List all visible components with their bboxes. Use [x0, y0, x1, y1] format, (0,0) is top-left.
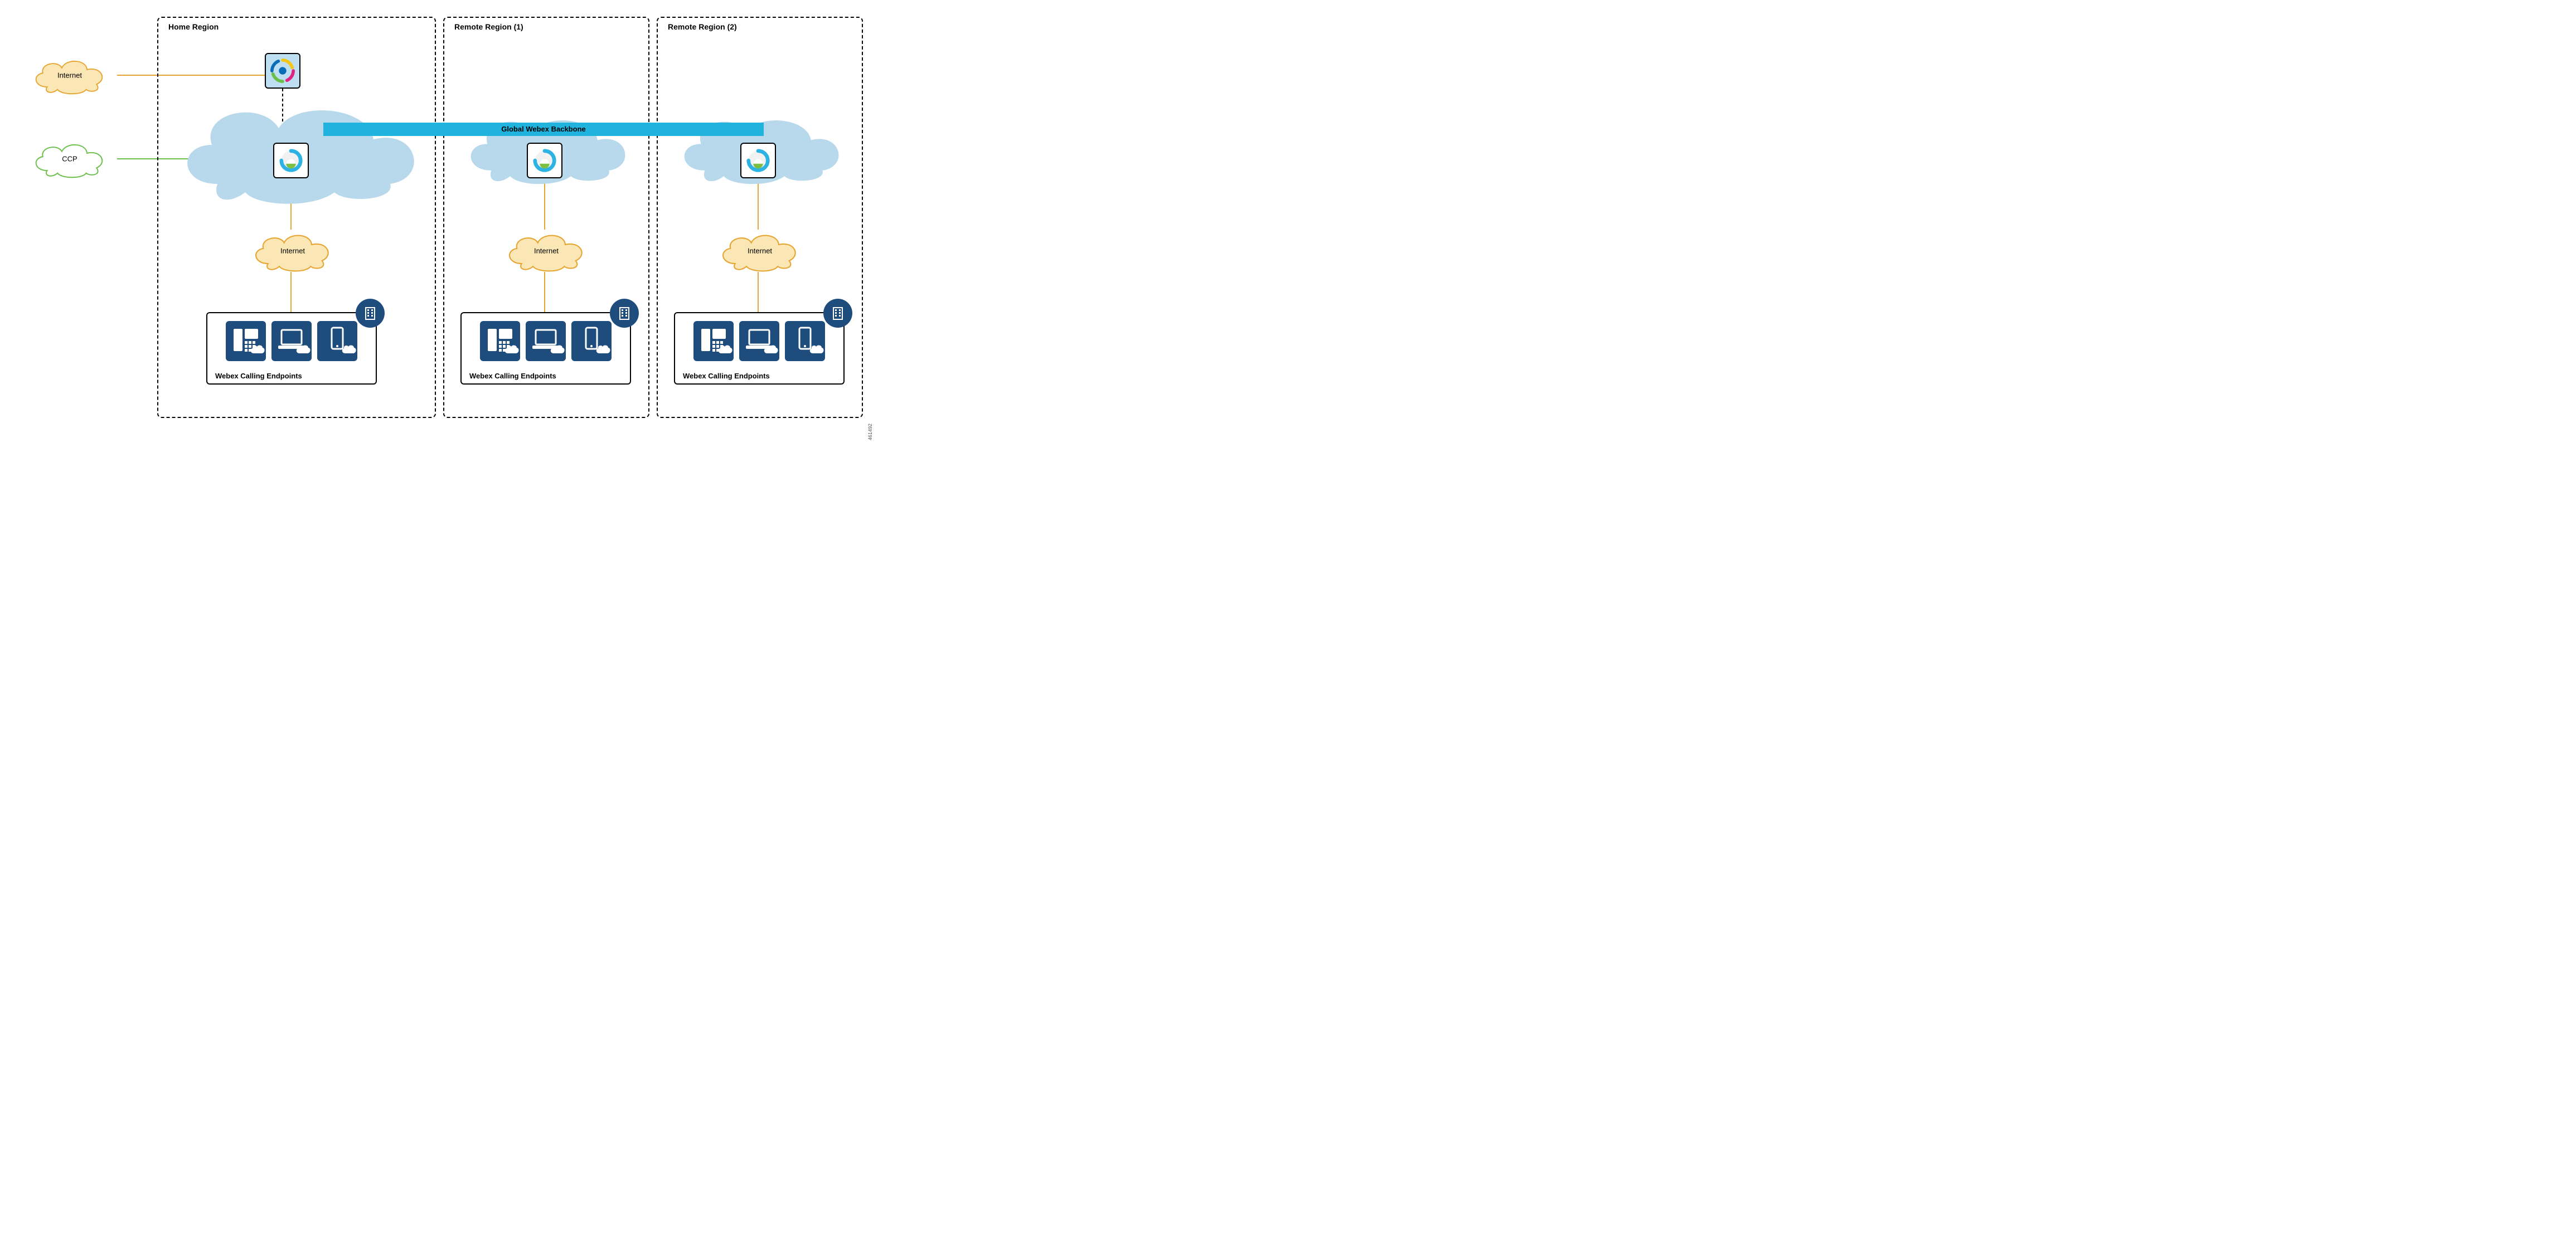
- mobile-icon: [317, 321, 357, 361]
- internet-cloud-home: Internet: [245, 228, 340, 273]
- endpoint-group-title: Webex Calling Endpoints: [469, 372, 556, 380]
- region-home-title: Home Region: [168, 22, 219, 31]
- laptop-icon: [526, 321, 566, 361]
- global-backbone-label: Global Webex Backbone: [501, 125, 585, 133]
- deskphone-icon: [226, 321, 266, 361]
- control-hub-node: [265, 53, 300, 89]
- mobile-icon: [571, 321, 612, 361]
- ccp-cloud: CCP: [22, 139, 117, 178]
- region-remote-2-title: Remote Region (2): [668, 22, 737, 31]
- internet_left-cloud: Internet: [22, 56, 117, 95]
- internet-cloud-remote2: Internet: [712, 228, 807, 273]
- endpoint-group-home: Webex Calling Endpoints: [206, 312, 377, 385]
- endpoint-group-title: Webex Calling Endpoints: [215, 372, 302, 380]
- global-backbone-bar: Global Webex Backbone: [323, 123, 764, 136]
- internet-cloud-remote1: Internet: [499, 228, 594, 273]
- webex-node-remote-2: [740, 143, 776, 178]
- deskphone-icon: [693, 321, 734, 361]
- deskphone-icon: [480, 321, 520, 361]
- laptop-icon: [271, 321, 312, 361]
- webex-node-remote-1: [527, 143, 562, 178]
- region-remote-1-title: Remote Region (1): [454, 22, 523, 31]
- figure-number: 461492: [867, 424, 873, 440]
- endpoint-group-title: Webex Calling Endpoints: [683, 372, 770, 380]
- endpoint-group-remote1: Webex Calling Endpoints: [460, 312, 631, 385]
- webex-node-home: [273, 143, 309, 178]
- mobile-icon: [785, 321, 825, 361]
- diagram-canvas: Home Region Remote Region (1) Remote Reg…: [11, 11, 870, 424]
- laptop-icon: [739, 321, 779, 361]
- endpoint-group-remote2: Webex Calling Endpoints: [674, 312, 845, 385]
